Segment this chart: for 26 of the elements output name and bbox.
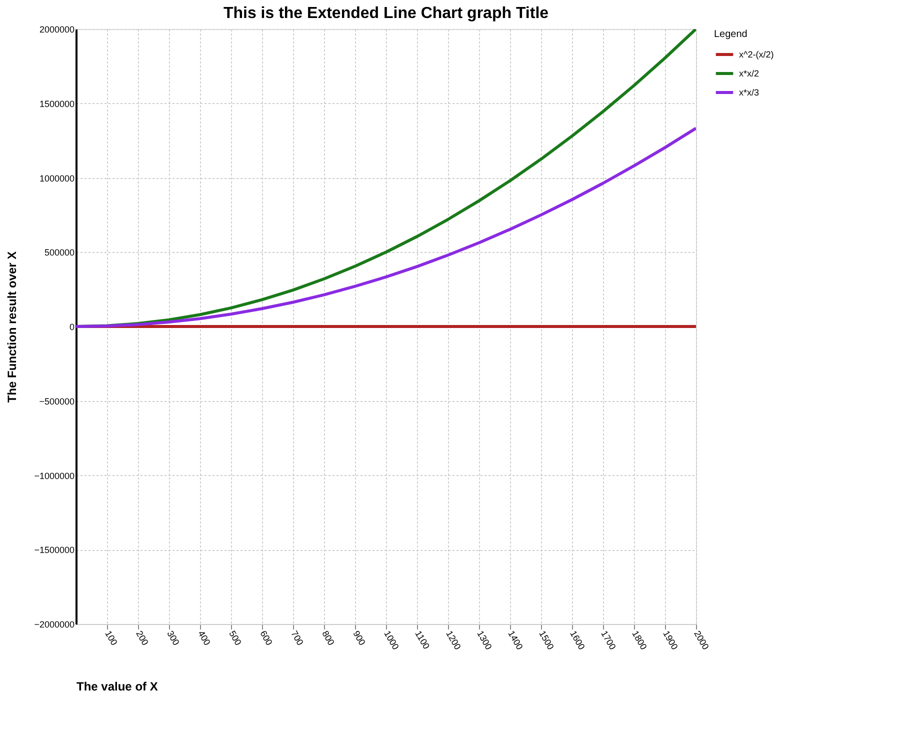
legend-label: x^2-(x/2) <box>739 50 774 60</box>
x-tick-label: 100 <box>103 629 120 648</box>
x-tick-label: 500 <box>227 629 244 648</box>
x-tick-label: 800 <box>320 629 336 648</box>
y-tick-label: 1500000 <box>39 98 74 109</box>
x-tick-label: 200 <box>134 629 150 648</box>
y-tick-label: 1000000 <box>39 173 74 184</box>
x-tick-label: 900 <box>351 629 368 648</box>
y-tick-label: 2000000 <box>39 24 74 34</box>
y-tick-label: 500000 <box>44 248 74 258</box>
x-tick-label: 300 <box>165 629 182 648</box>
x-tick-label: 400 <box>196 629 212 648</box>
legend-label: x*x/3 <box>739 88 760 98</box>
x-tick-label: 700 <box>289 629 306 648</box>
y-tick-label: −1500000 <box>34 545 74 556</box>
y-tick-label: −500000 <box>39 396 74 406</box>
y-tick-label: 0 <box>69 322 74 332</box>
chart-title: This is the Extended Line Chart graph Title <box>223 5 549 22</box>
y-axis-title: The Function result over X <box>5 251 20 403</box>
y-tick-label: −2000000 <box>34 620 74 630</box>
x-axis-title: The value of X <box>76 679 158 694</box>
y-tick-label: −1000000 <box>34 470 74 481</box>
legend-label: x*x/2 <box>739 68 760 78</box>
line-series <box>76 126 696 328</box>
legend-title: Legend <box>714 29 748 40</box>
x-tick-label: 600 <box>258 629 274 648</box>
